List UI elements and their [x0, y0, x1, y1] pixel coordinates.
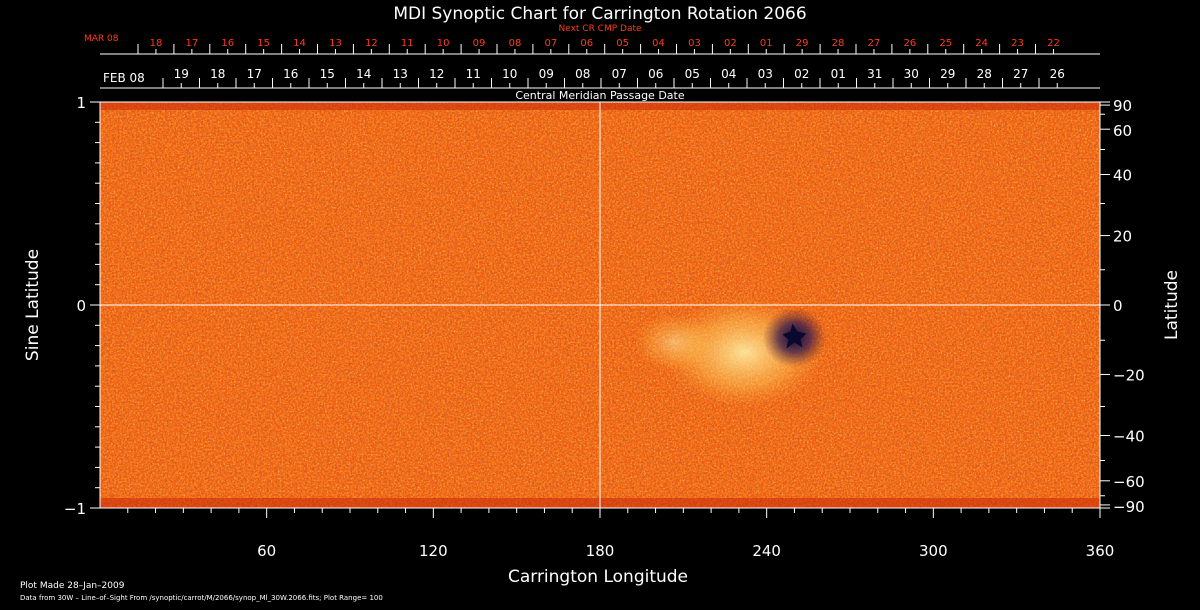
cmp-month-label: FEB 08	[103, 71, 145, 85]
date-tick-label: 30	[904, 67, 919, 81]
date-tick-label: 29	[940, 67, 955, 81]
date-tick-label: 17	[247, 67, 262, 81]
date-tick-label: 23	[1011, 38, 1024, 49]
date-tick-label: 29	[796, 38, 809, 49]
date-tick-label: 24	[975, 38, 988, 49]
x-tick-label: 240	[752, 542, 781, 560]
plot-made-note: Plot Made 28–Jan–2009	[20, 581, 125, 591]
date-tick-label: 03	[758, 67, 773, 81]
y-left-tick-label: 0	[76, 297, 86, 315]
chart-title: MDI Synoptic Chart for Carrington Rotati…	[393, 4, 806, 24]
date-tick-label: 17	[185, 38, 198, 49]
x-tick-label: 180	[586, 542, 615, 560]
cmp-caption: Central Meridian Passage Date	[515, 89, 684, 102]
next-cr-month-label: MAR 08	[84, 34, 119, 44]
date-tick-label: 09	[473, 38, 486, 49]
y-right-tick-label: 0	[1113, 297, 1123, 315]
date-tick-label: 11	[401, 38, 414, 49]
x-tick-label: 120	[419, 542, 448, 560]
date-tick-label: 04	[721, 67, 736, 81]
date-tick-label: 31	[867, 67, 882, 81]
date-tick-label: 22	[1047, 38, 1060, 49]
date-tick-label: 08	[575, 67, 590, 81]
y-axis-left-label: Sine Latitude	[23, 249, 43, 361]
positive-plage-west	[634, 312, 715, 373]
top-date-axes: Next CR CMP Date MAR 08 18 17 16 15 14 13 12 11…	[84, 24, 1100, 102]
x-tick-label: 60	[257, 542, 276, 560]
date-tick-label: 03	[688, 38, 701, 49]
date-tick-label: 09	[539, 67, 554, 81]
date-tick-label: 10	[437, 38, 450, 49]
negative-sunspot	[782, 323, 807, 349]
date-tick-label: 01	[831, 67, 846, 81]
date-tick-label: 14	[356, 67, 371, 81]
y-left-tick-label: −1	[64, 500, 86, 518]
date-tick-label: 27	[1013, 67, 1028, 81]
y-right-tick-label: −40	[1113, 427, 1145, 445]
date-tick-label: 14	[293, 38, 306, 49]
date-tick-label: 18	[210, 67, 225, 81]
date-tick-label: 08	[509, 38, 522, 49]
next-cr-caption: Next CR CMP Date	[558, 24, 642, 34]
active-region	[634, 297, 827, 408]
date-tick-label: 04	[652, 38, 665, 49]
date-tick-label: 05	[616, 38, 629, 49]
x-tick-label: 360	[1086, 542, 1115, 560]
date-tick-label: 06	[648, 67, 663, 81]
date-tick-label: 15	[320, 67, 335, 81]
date-tick-label: 26	[1050, 67, 1065, 81]
date-tick-label: 13	[329, 38, 342, 49]
date-tick-label: 12	[429, 67, 444, 81]
y-axis-right-ticks: 90 60 40 20 0 −20 −40 −60 −90	[1100, 97, 1145, 516]
date-tick-label: 26	[903, 38, 916, 49]
date-tick-label: 07	[612, 67, 627, 81]
date-tick-label: 25	[939, 38, 952, 49]
date-tick-label: 18	[150, 38, 163, 49]
y-right-tick-label: 40	[1113, 167, 1132, 185]
y-right-tick-label: −20	[1113, 366, 1145, 384]
date-tick-label: 01	[760, 38, 773, 49]
y-right-tick-label: −60	[1113, 473, 1145, 491]
date-tick-label: 16	[221, 38, 234, 49]
data-source-note: Data from 30W – Line–of–Sight From /syno…	[20, 594, 383, 602]
date-tick-label: 02	[724, 38, 737, 49]
y-right-tick-label: 90	[1113, 97, 1132, 115]
y-right-tick-label: −90	[1113, 498, 1145, 516]
date-tick-label: 28	[977, 67, 992, 81]
date-tick-label: 15	[257, 38, 270, 49]
date-tick-label: 27	[868, 38, 881, 49]
date-tick-label: 05	[685, 67, 700, 81]
date-tick-label: 10	[502, 67, 517, 81]
date-tick-label: 11	[466, 67, 481, 81]
y-left-tick-label: 1	[76, 94, 86, 112]
y-axis-right-label: Latitude	[1162, 270, 1182, 340]
date-tick-label: 06	[580, 38, 593, 49]
x-tick-label: 300	[919, 542, 948, 560]
date-tick-label: 02	[794, 67, 809, 81]
x-axis-ticks: 60 120 180 240 300 360	[127, 508, 1115, 560]
date-tick-label: 28	[832, 38, 845, 49]
y-right-tick-label: 20	[1113, 228, 1132, 246]
date-tick-label: 16	[283, 67, 298, 81]
date-tick-label: 19	[174, 67, 189, 81]
date-tick-label: 12	[365, 38, 378, 49]
y-axis-left-ticks: 1 0 −1	[64, 94, 100, 518]
y-right-tick-label: 60	[1113, 122, 1132, 140]
x-axis-label: Carrington Longitude	[508, 567, 688, 587]
date-tick-label: 07	[544, 38, 557, 49]
date-tick-label: 13	[393, 67, 408, 81]
